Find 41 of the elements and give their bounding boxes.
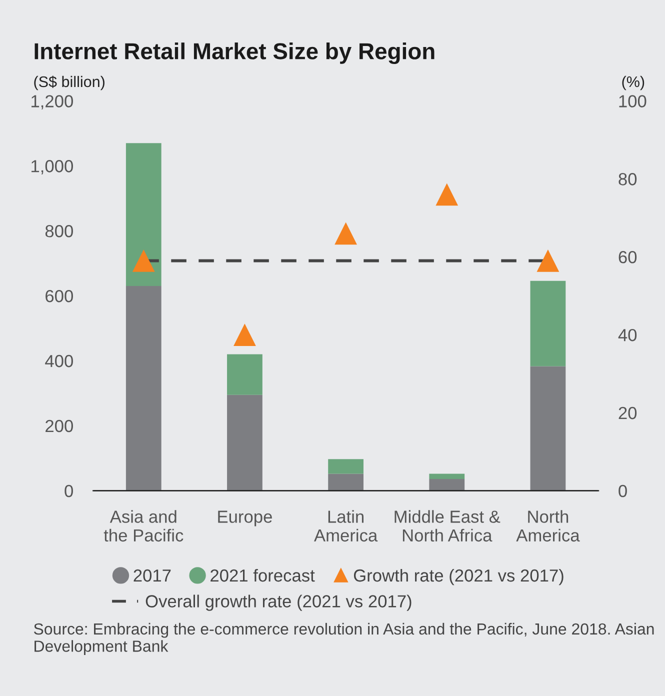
y-axis-title: (S$ billion) xyxy=(34,76,104,90)
point xyxy=(334,222,357,245)
source-note: Source: Embracing the e-commerce revolution in Asia and the Pacific, June 2018. Asian Development Bank xyxy=(34,622,654,656)
y2-axis-title: (%) xyxy=(622,76,644,90)
bar xyxy=(530,366,566,491)
bar xyxy=(429,474,465,479)
bar xyxy=(227,354,262,395)
y-tick-label: 400 xyxy=(45,354,73,368)
chart-title: Internet Retail Market Size by Region xyxy=(34,42,434,64)
point xyxy=(536,250,560,272)
y-tick-label: 1,000 xyxy=(32,160,73,174)
y-tick-label: 800 xyxy=(45,225,73,238)
legend-label: Growth rate (2021 vs 2017) xyxy=(354,568,564,586)
y2-tick-label: 0 xyxy=(618,484,627,498)
y-tick-label: 1,200 xyxy=(32,95,73,110)
bar xyxy=(530,280,566,366)
y-tick-label: 0 xyxy=(64,484,73,498)
point xyxy=(132,250,155,272)
bar xyxy=(227,394,262,491)
x-tick-label: North America xyxy=(516,510,580,542)
x-tick-label: Middle East & North Africa xyxy=(394,510,500,542)
y2-tick-label: 40 xyxy=(618,328,637,342)
legend-label: 2021 forecast xyxy=(210,568,315,582)
legend-label: 2017 xyxy=(134,569,171,582)
y-tick-label: 600 xyxy=(46,290,73,302)
y-tick-label: 200 xyxy=(46,420,73,432)
bar xyxy=(328,474,364,491)
bar xyxy=(429,478,465,491)
x-tick-label: Latin America xyxy=(314,510,378,542)
y2-tick-label: 80 xyxy=(618,173,637,186)
y2-tick-label: 60 xyxy=(618,250,637,264)
y2-tick-label: 100 xyxy=(619,95,646,108)
bar xyxy=(126,286,162,491)
y2-tick-label: 20 xyxy=(618,406,637,420)
bar xyxy=(126,143,162,286)
legend-label: Overall growth rate (2021 vs 2017) xyxy=(146,594,412,611)
point xyxy=(234,324,256,346)
x-tick-label: Europe xyxy=(218,510,272,526)
bar xyxy=(328,459,364,474)
point xyxy=(436,183,458,206)
x-tick-label: Asia and the Pacific xyxy=(104,510,184,542)
